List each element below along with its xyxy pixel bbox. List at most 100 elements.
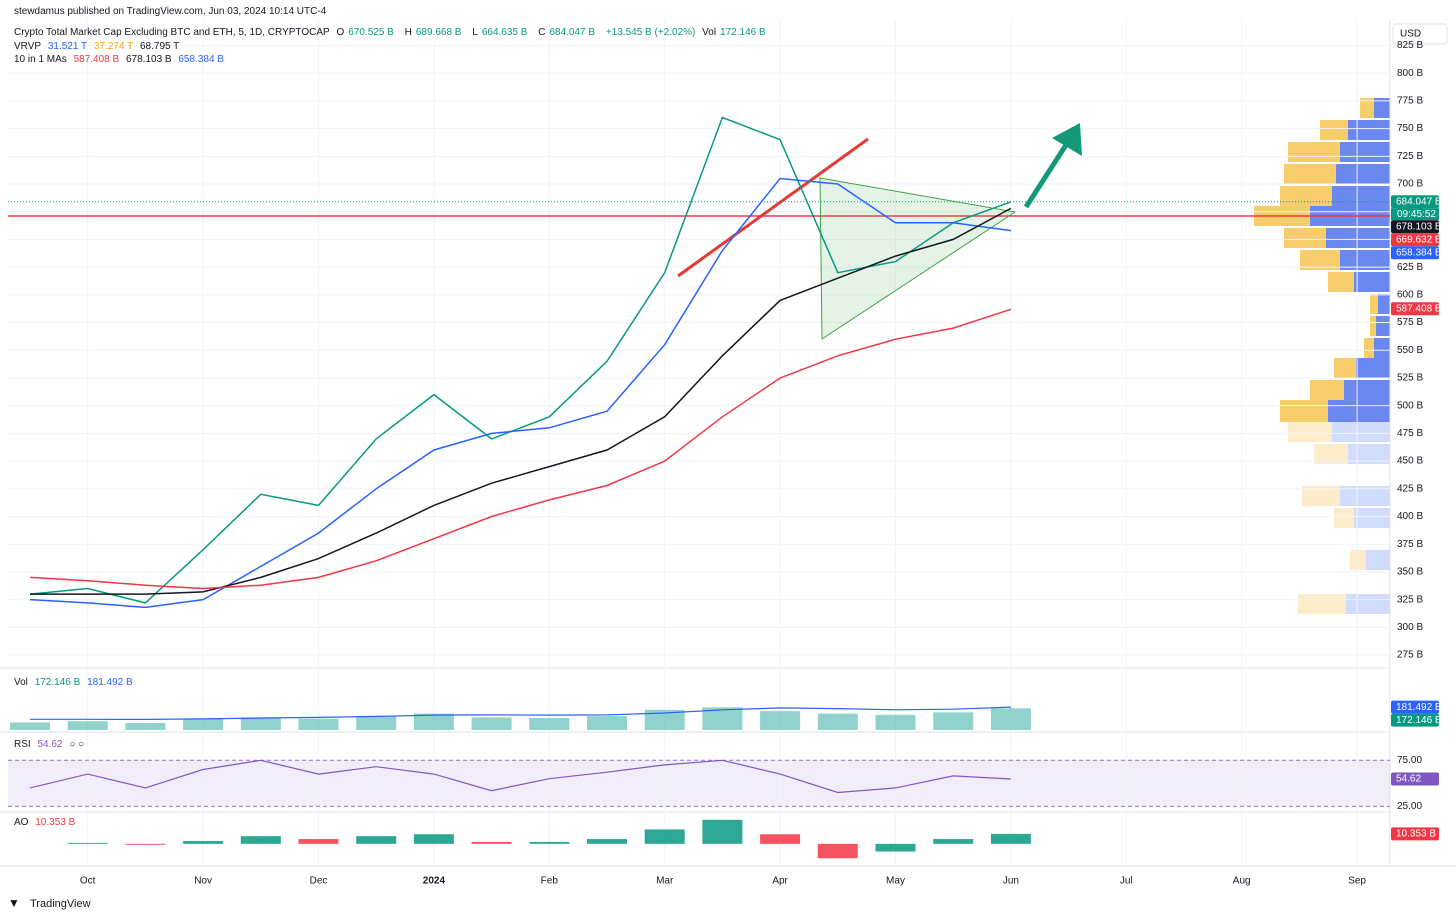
y-tick-label: 700 B: [1397, 179, 1423, 190]
ohlc-value: 689.668 B: [415, 27, 462, 38]
bar: [587, 839, 627, 844]
price-tag: [1391, 772, 1439, 786]
ma-line: [30, 706, 1011, 721]
pane-value: 181.492 B: [87, 677, 133, 688]
price-tag-label: 669.632 B: [1396, 234, 1442, 245]
x-tick-label: May: [886, 876, 905, 887]
price-tag: [1391, 827, 1439, 841]
bar: [10, 722, 50, 730]
settings-icons: ○ ○: [69, 739, 85, 750]
bar: [471, 841, 512, 844]
ma-name: 10 in 1 MAs: [14, 54, 67, 65]
publisher-text: stewdamus published on TradingView.com, …: [14, 6, 327, 17]
series-line: [29, 308, 1012, 590]
x-tick-label: 2024: [423, 876, 446, 887]
vrvp-value: 37.274 T: [93, 41, 134, 52]
ohlc-value: 670.525 B: [348, 27, 394, 38]
series-line: [30, 207, 1012, 595]
bar: [817, 843, 858, 859]
y-tick-label: 375 B: [1397, 539, 1423, 550]
price-tag-label: 587.408 B: [1396, 303, 1442, 314]
ohlc-value: 684.047 B: [549, 27, 596, 38]
logo-icon: ▼: [8, 896, 20, 910]
vol: Vol 172.146 B: [702, 27, 770, 38]
y-tick-label: 400 B: [1397, 511, 1423, 522]
x-tick-label: Dec: [310, 876, 328, 887]
bar: [644, 829, 685, 844]
bar: [875, 843, 916, 852]
price-tag: [1391, 246, 1439, 260]
bar: [413, 713, 454, 730]
bar: [933, 712, 974, 730]
y-tick-label: 300 B: [1397, 622, 1423, 633]
y-tick-label: 575 B: [1397, 317, 1423, 328]
bar: [760, 711, 801, 730]
series-line: [29, 116, 1012, 604]
bar: [933, 839, 974, 844]
y-tick-label: 800 B: [1397, 68, 1423, 79]
bar: [817, 713, 858, 730]
rsi-band: [8, 760, 1390, 806]
bar: [413, 834, 454, 844]
currency: USD: [1400, 29, 1421, 40]
bar: [298, 839, 339, 844]
bar: [990, 708, 1031, 730]
y-tick-label: 775 B: [1397, 96, 1423, 107]
bar: [529, 841, 570, 844]
y-tick-label: 550 B: [1397, 345, 1423, 356]
y-tick-label: 725 B: [1397, 151, 1423, 162]
y-tick-label: 750 B: [1397, 123, 1423, 134]
trend-line: [677, 137, 869, 278]
ohlc-o: O 670.525 B: [336, 27, 397, 38]
x-tick-label: Nov: [194, 876, 212, 887]
currency-box: [1392, 23, 1448, 45]
bar: [356, 716, 397, 730]
y-tick-label: 450 B: [1397, 456, 1423, 467]
volume-profile: [1254, 98, 1390, 614]
ohlc-key: O: [336, 27, 345, 38]
ohlc-h: H 689.668 B: [405, 27, 466, 38]
y-tick-label: 25.00: [1397, 801, 1422, 812]
bar: [125, 723, 166, 730]
bar: [67, 721, 108, 730]
price-tag-label: 181.492 B: [1396, 702, 1442, 713]
ma-value: 587.408 B: [73, 54, 120, 65]
countdown-bg: [1391, 208, 1439, 221]
x-tick-label: Jun: [1003, 876, 1019, 887]
bar: [67, 842, 108, 844]
rsi-legend: RSI 54.62 ○ ○: [14, 739, 88, 750]
vrvp-row: VRVP 31.521 T 37.274 T 68.795 T: [14, 41, 183, 52]
price-tag: [1391, 233, 1439, 247]
arrow-shaft: [1023, 143, 1069, 209]
ao-legend: AO 10.353 B: [14, 817, 79, 828]
y-tick-label: 275 B: [1397, 650, 1423, 661]
x-tick-label: Oct: [80, 876, 96, 887]
change: +13.545 B (+2.02%): [605, 27, 696, 38]
price-tag-label: 10.353 B: [1396, 829, 1436, 840]
bar: [125, 843, 166, 845]
vrvp-value: 31.521 T: [47, 41, 88, 52]
price-tag-label: 658.384 B: [1396, 247, 1442, 258]
vrvp-name: VRVP: [14, 41, 42, 52]
bar: [702, 819, 743, 844]
price-tag: [1391, 700, 1439, 714]
pane-title: Vol: [14, 677, 28, 688]
pane-value: 54.62: [37, 739, 63, 750]
bar: [356, 836, 397, 844]
ohlc-value: 664.635 B: [481, 27, 528, 38]
y-tick-label: 525 B: [1397, 373, 1423, 384]
bar: [990, 833, 1031, 844]
x-tick-label: Sep: [1348, 876, 1366, 887]
bar: [644, 709, 685, 730]
bar: [240, 717, 281, 730]
y-tick-label: 75.00: [1397, 755, 1422, 766]
ohlc-key: H: [404, 27, 412, 38]
y-tick-label: 500 B: [1397, 400, 1423, 411]
ma-value: 678.103 B: [125, 54, 172, 65]
price-tag: [1391, 713, 1439, 727]
pane-title: RSI: [14, 739, 31, 750]
price-tag-label: 678.103 B: [1396, 221, 1442, 232]
